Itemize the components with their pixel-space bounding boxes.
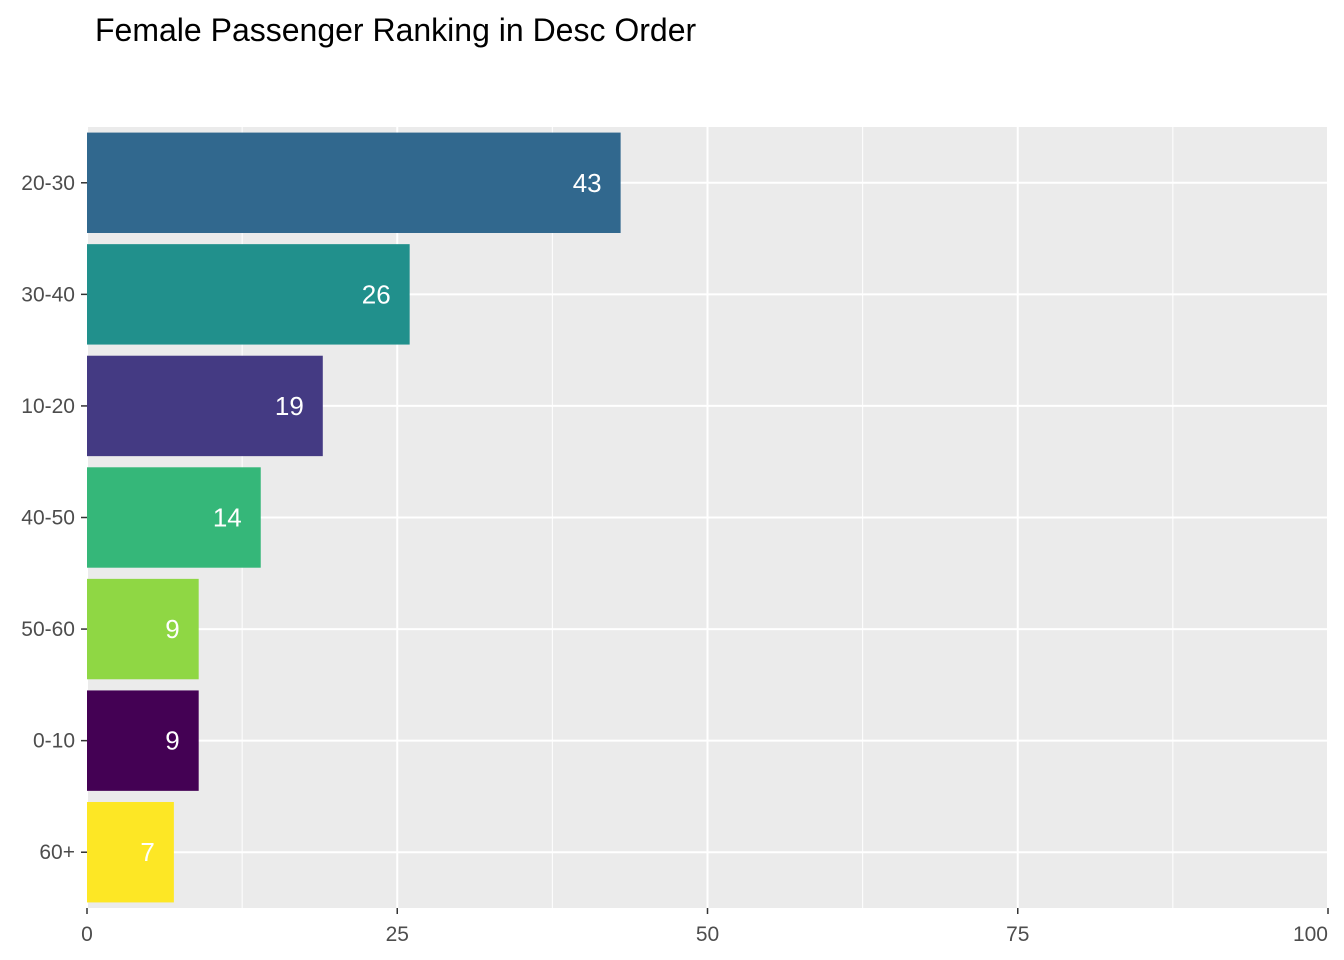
bars-group	[87, 132, 621, 903]
bar-20-30	[87, 132, 621, 233]
bar-50-60	[87, 578, 199, 680]
y-tick-label-30-40: 30-40	[21, 283, 75, 306]
data-label-10-20: 19	[275, 391, 304, 421]
x-tick-label-100: 100	[1293, 923, 1328, 946]
x-tick-label-50: 50	[696, 923, 719, 946]
x-tick-label-0: 0	[81, 923, 93, 946]
data-label-20-30: 43	[573, 168, 602, 198]
y-tick-label-60+: 60+	[39, 841, 75, 864]
bar-0-10	[87, 690, 199, 791]
y-tick-label-0-10: 0-10	[33, 730, 75, 753]
y-tick-label-40-50: 40-50	[21, 507, 75, 530]
bar-60+	[87, 802, 174, 903]
x-tick-label-75: 75	[1006, 923, 1029, 946]
chart-title: Female Passenger Ranking in Desc Order	[95, 12, 697, 48]
data-label-50-60: 9	[165, 614, 179, 644]
y-tick-label-50-60: 50-60	[21, 618, 75, 641]
data-label-40-50: 14	[213, 503, 242, 533]
data-label-30-40: 26	[362, 279, 391, 309]
x-axis: 0 25 50 75 100	[81, 908, 1329, 946]
data-labels-group: 43 26 19 14 9 9 7	[140, 168, 601, 867]
y-axis: 20-30 30-40 10-20 40-50 50-60 0-10 60+	[21, 172, 87, 864]
data-label-60+: 7	[140, 837, 154, 867]
x-tick-label-25: 25	[386, 923, 409, 946]
bar-30-40	[87, 244, 410, 345]
y-tick-label-20-30: 20-30	[21, 172, 75, 195]
major-gridlines	[86, 127, 1329, 908]
y-tick-label-10-20: 10-20	[21, 395, 75, 418]
bar-10-20	[87, 355, 323, 457]
bar-40-50	[87, 467, 261, 568]
data-label-0-10: 9	[165, 726, 179, 756]
